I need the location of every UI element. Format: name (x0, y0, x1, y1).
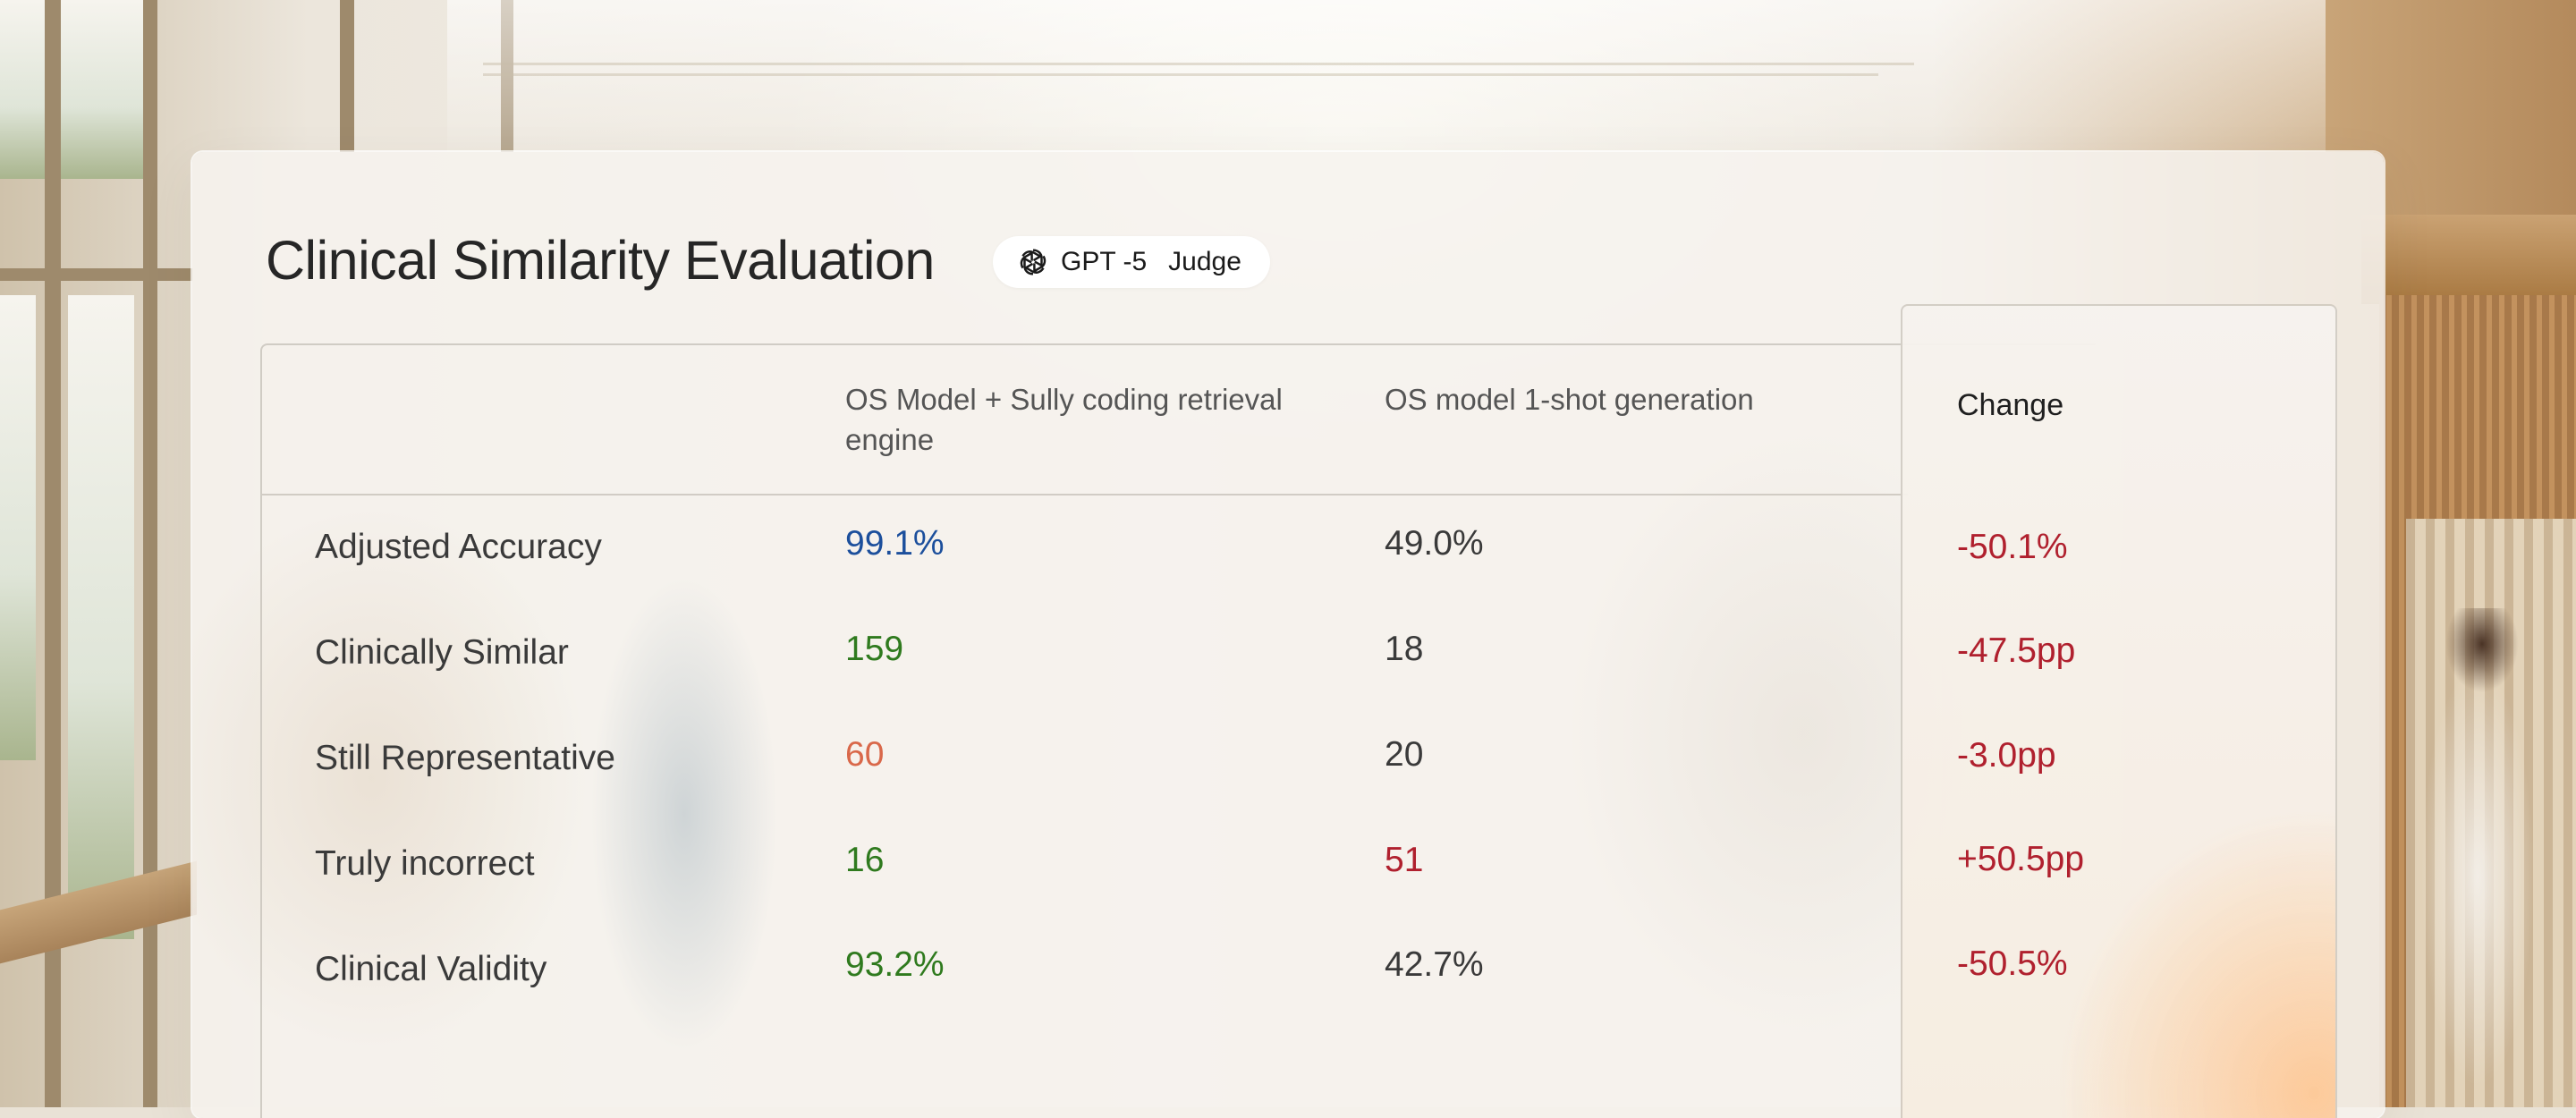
row-label-clinically-similar: Clinically Similar (315, 633, 569, 672)
cell-oneshot-clinically-similar: 18 (1385, 630, 1424, 668)
cell-change-truly-incorrect: +50.5pp (1957, 840, 2085, 878)
row-label-truly-incorrect: Truly incorrect (315, 844, 535, 883)
cell-retrieval-adjusted-accuracy: 99.1% (845, 524, 945, 563)
cell-oneshot-still-representative: 20 (1385, 735, 1424, 774)
column-header-change: Change (1957, 388, 2064, 422)
judge-badge: GPT -5 Judge (993, 236, 1270, 288)
cell-change-clinical-validity: -50.5% (1957, 944, 2068, 983)
cell-change-clinically-similar: -47.5pp (1957, 631, 2076, 670)
cell-change-adjusted-accuracy: -50.1% (1957, 528, 2068, 566)
cell-change-still-representative: -3.0pp (1957, 736, 2056, 775)
cell-retrieval-clinical-validity: 93.2% (845, 945, 945, 984)
header-divider (262, 494, 1908, 495)
change-column-panel (1901, 304, 2337, 1118)
row-label-clinical-validity: Clinical Validity (315, 950, 547, 988)
row-label-adjusted-accuracy: Adjusted Accuracy (315, 528, 602, 566)
page-title: Clinical Similarity Evaluation (266, 230, 935, 291)
cell-retrieval-truly-incorrect: 16 (845, 841, 885, 879)
column-header-retrieval: OS Model + Sully coding retrieval engine (845, 383, 1283, 456)
cell-oneshot-adjusted-accuracy: 49.0% (1385, 524, 1484, 563)
evaluation-card: Clinical Similarity Evaluation GPT -5 Ju… (192, 152, 2384, 1118)
judge-model-name: GPT -5 (1061, 247, 1148, 276)
column-header-oneshot: OS model 1-shot generation (1385, 383, 1754, 416)
judge-label: Judge (1168, 247, 1241, 276)
cell-oneshot-truly-incorrect: 51 (1385, 841, 1424, 879)
cell-oneshot-clinical-validity: 42.7% (1385, 945, 1484, 984)
cell-retrieval-still-representative: 60 (845, 735, 885, 774)
cell-retrieval-clinically-similar: 159 (845, 630, 904, 668)
openai-logo-icon (1016, 245, 1050, 279)
results-table (260, 343, 2096, 1118)
row-label-still-representative: Still Representative (315, 739, 615, 777)
